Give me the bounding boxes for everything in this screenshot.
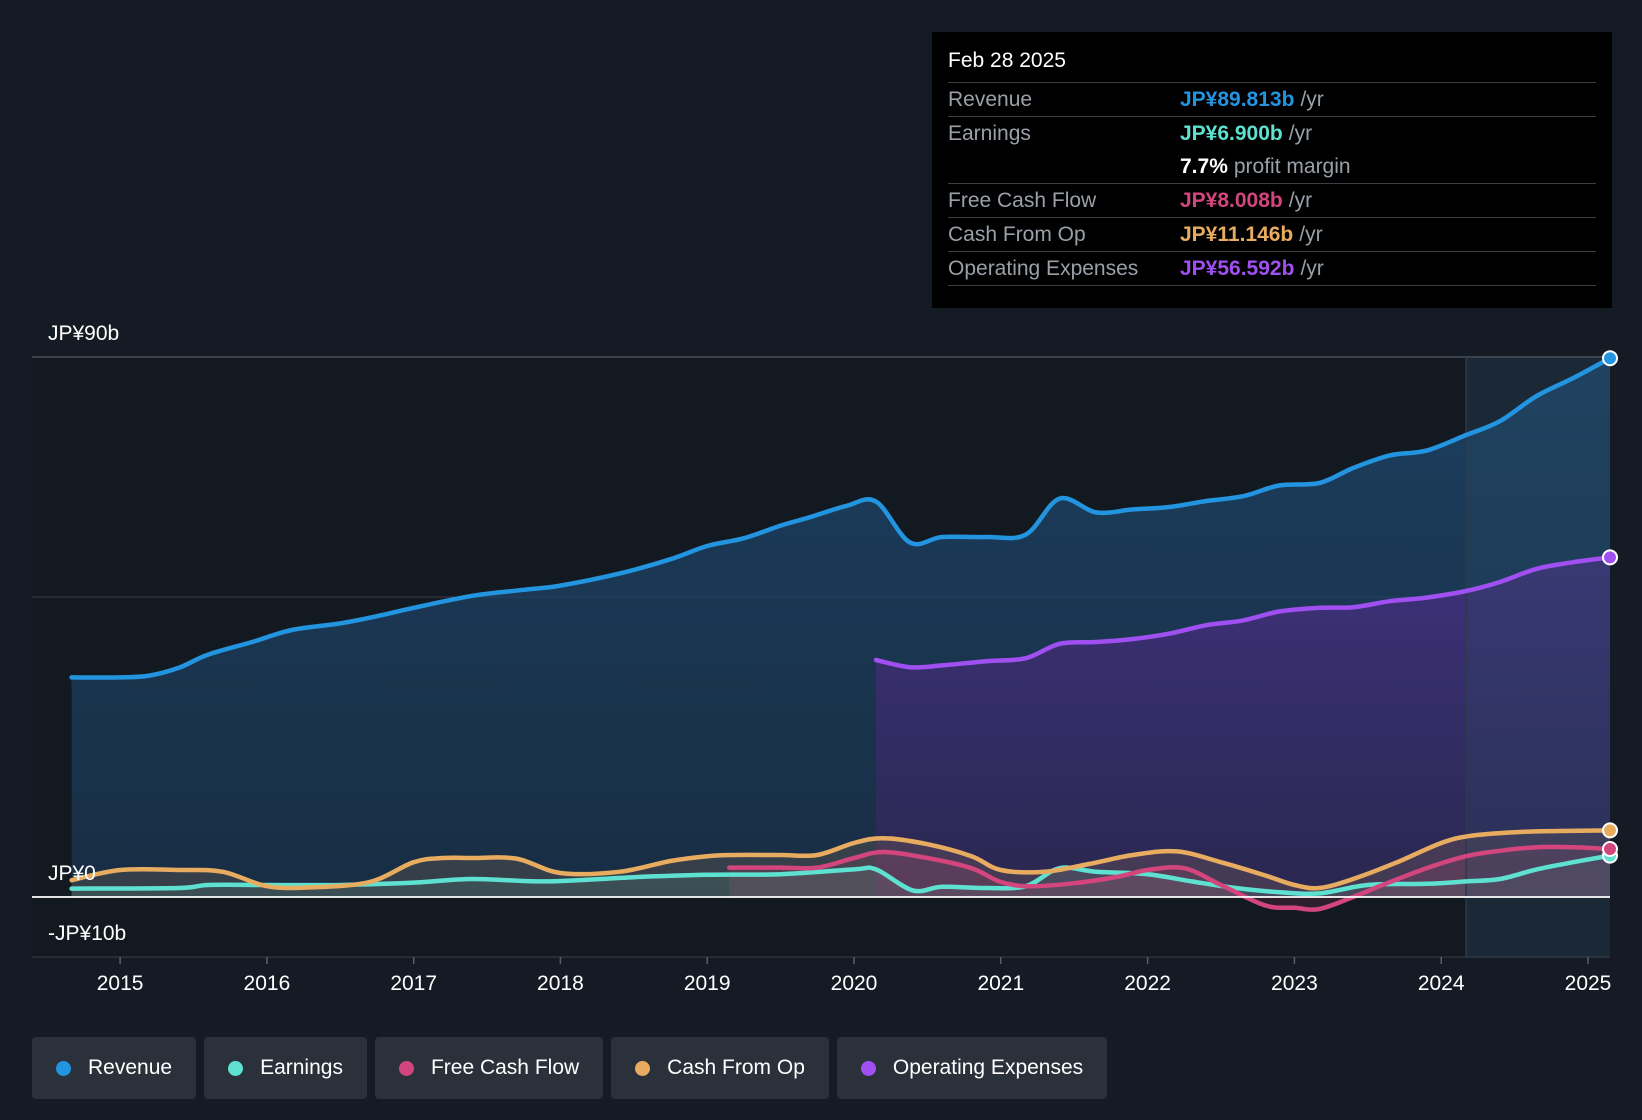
cash-from-op-line (69, 828, 1613, 891)
x-tick-label: 2017 (390, 972, 437, 995)
legend-label: Operating Expenses (892, 1056, 1084, 1079)
free-cash-flow-dot-icon (398, 1060, 414, 1076)
legend-item-free-cash-flow[interactable]: Free Cash Flow (374, 1037, 604, 1099)
tooltip-unit: /yr (1288, 121, 1313, 145)
free-cash-flow-line (727, 844, 1613, 912)
tooltip-label: Revenue (948, 87, 1033, 111)
revenue-dot-icon (56, 1060, 71, 1076)
tooltip-unit: /yr (1300, 87, 1324, 111)
revenue-endpoint (1602, 350, 1618, 367)
tooltip-label: Free Cash Flow (948, 188, 1097, 212)
tooltip-unit: /yr (1288, 188, 1313, 212)
legend-label: Free Cash Flow (430, 1056, 580, 1079)
tooltip-panel: Feb 28 2025 Revenue JP¥89.813b /yr Earni… (932, 32, 1612, 308)
free-cash-flow-endpoint (1602, 841, 1618, 857)
tooltip-row-fcf: Free Cash Flow JP¥8.008b /yr (948, 184, 1596, 218)
tooltip-row-cash-from-op: Cash From Op JP¥11.146b /yr (948, 218, 1596, 252)
x-tick-label: 2024 (1418, 972, 1465, 995)
financial-chart: JP¥90b JP¥0 -JP¥10b 2015 2016 2017 2018 2019… (32, 322, 1618, 995)
tooltip-label: Cash From Op (948, 222, 1086, 246)
operating-expenses-area (876, 557, 1610, 897)
earnings-dot-icon (228, 1060, 244, 1076)
x-tick-label: 2020 (831, 972, 878, 995)
tooltip-value: JP¥89.813b (1180, 87, 1295, 111)
legend-item-earnings[interactable]: Earnings (204, 1037, 367, 1099)
y-label-top: JP¥90b (48, 322, 119, 345)
legend: Revenue Earnings Free Cash Flow Cash Fro… (32, 1037, 1108, 1099)
tooltip-value: 7.7% (1180, 154, 1228, 178)
x-tick-label: 2019 (684, 972, 731, 995)
tooltip-unit: /yr (1299, 222, 1323, 246)
tooltip-value: JP¥11.146b (1180, 222, 1294, 246)
tooltip-label: Earnings (948, 121, 1031, 145)
x-tick-label: 2016 (244, 972, 291, 995)
x-tick-label: 2015 (97, 972, 144, 995)
tooltip-row-opex: Operating Expenses JP¥56.592b /yr (948, 252, 1596, 286)
tooltip-row-profit-margin: 7.7% profit margin (948, 150, 1596, 184)
tooltip-row-revenue: Revenue JP¥89.813b /yr (948, 83, 1596, 117)
tooltip-value: JP¥56.592b (1180, 256, 1295, 280)
legend-item-cash-from-op[interactable]: Cash From Op (611, 1037, 829, 1099)
operating-expenses-dot-icon (860, 1060, 876, 1076)
x-tick-label: 2018 (537, 972, 584, 995)
recent-period-shade (1466, 357, 1610, 957)
y-label-zero: JP¥0 (48, 862, 96, 885)
revenue-line (69, 355, 1613, 680)
tooltip-value: JP¥8.008b (1180, 188, 1283, 212)
x-tick-label: 2021 (977, 972, 1024, 995)
x-tick-label: 2025 (1565, 972, 1612, 995)
operating-expenses-endpoint (1602, 549, 1618, 566)
earnings-line (69, 853, 1613, 897)
operating-expenses-line (873, 555, 1613, 670)
x-tick-label: 2022 (1124, 972, 1171, 995)
x-tick-label: 2023 (1271, 972, 1318, 995)
tooltip-unit: /yr (1300, 256, 1324, 280)
tooltip-date: Feb 28 2025 (948, 46, 1596, 83)
tooltip-row-earnings: Earnings JP¥6.900b /yr (948, 117, 1596, 150)
tooltip-unit: profit margin (1233, 154, 1351, 178)
legend-item-operating-expenses[interactable]: Operating Expenses (836, 1037, 1108, 1099)
cash-from-op-endpoint (1602, 822, 1618, 839)
y-label-bottom: -JP¥10b (48, 922, 126, 945)
legend-label: Cash From Op (667, 1056, 805, 1079)
legend-item-revenue[interactable]: Revenue (32, 1037, 197, 1099)
cash-from-op-dot-icon (635, 1060, 651, 1076)
legend-label: Revenue (88, 1056, 173, 1079)
tooltip-value: JP¥6.900b (1180, 121, 1283, 145)
tooltip-label: Operating Expenses (948, 256, 1139, 280)
legend-label: Earnings (260, 1056, 343, 1079)
